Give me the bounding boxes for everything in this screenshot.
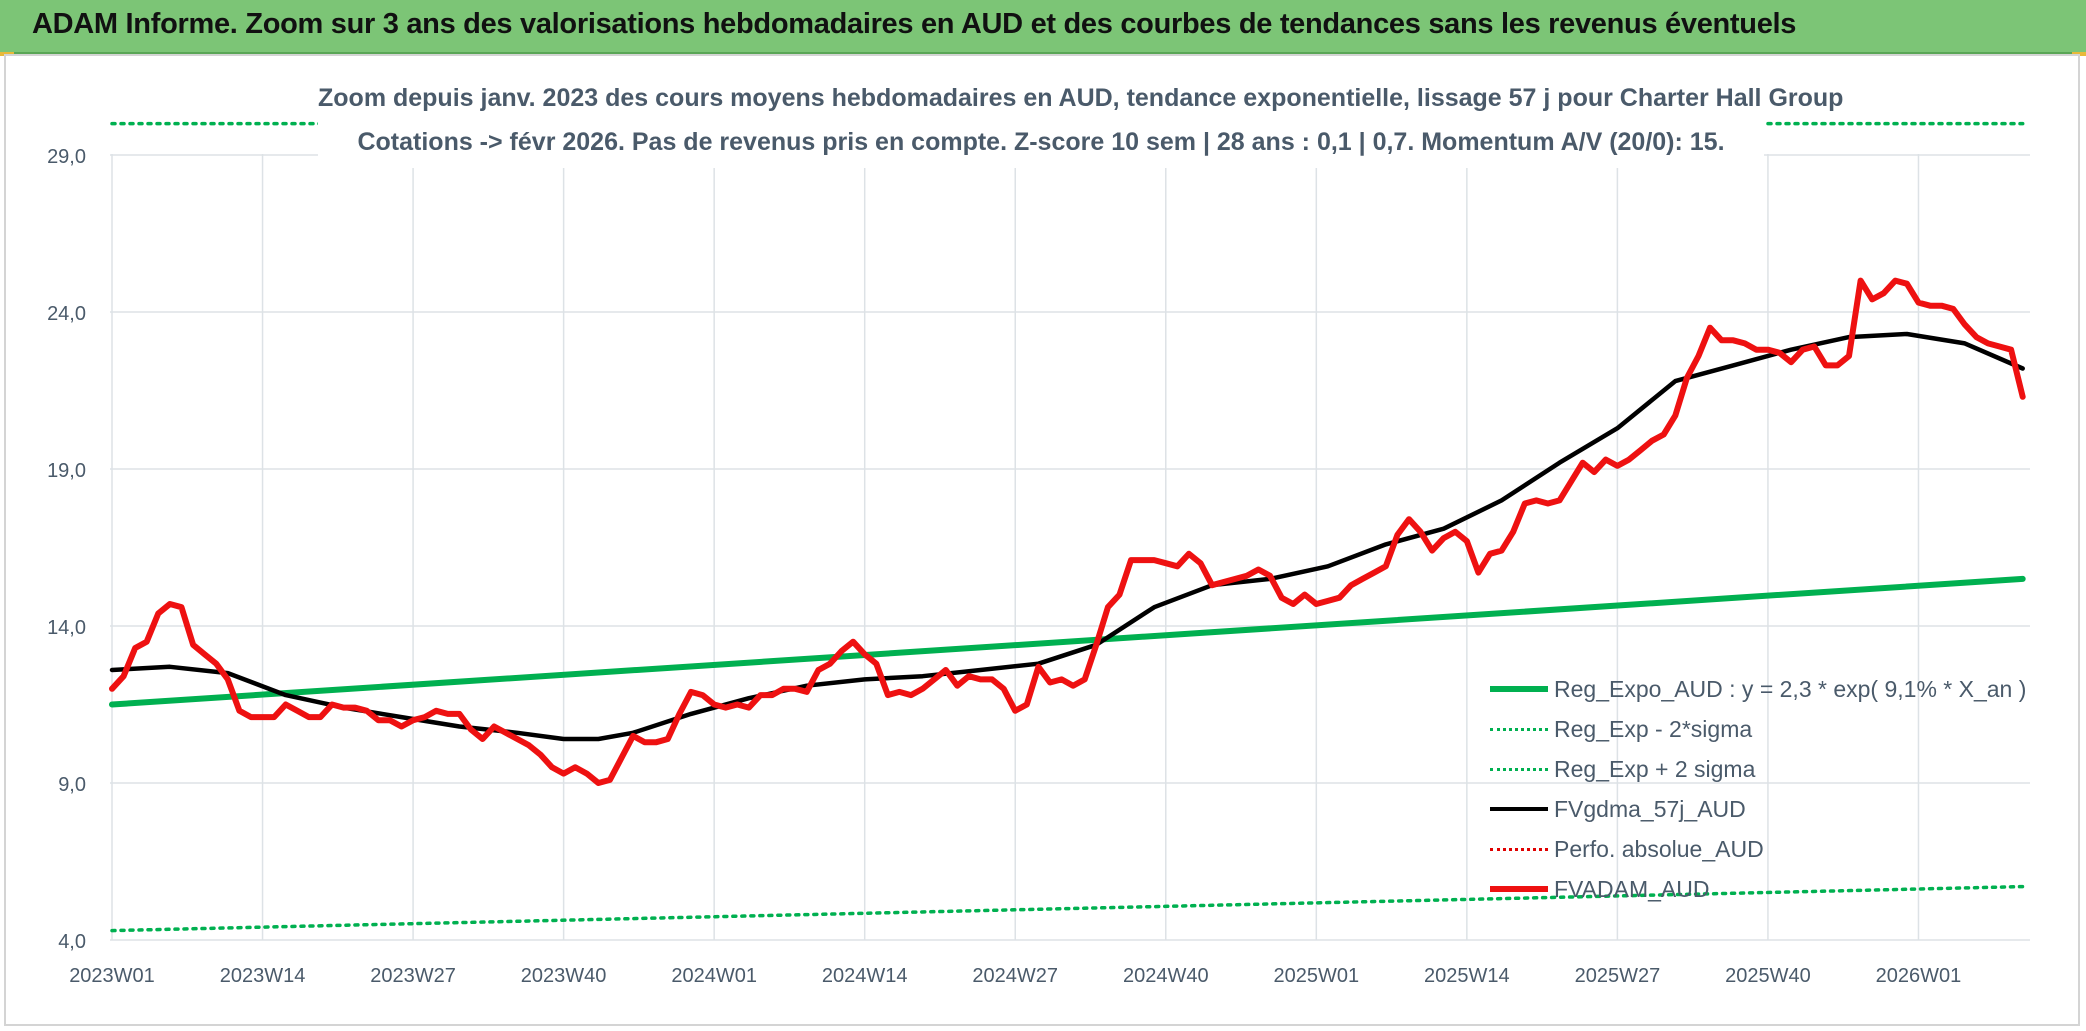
legend-item: FVgdma_57j_AUD [1488, 796, 2048, 826]
legend-label: Reg_Exp - 2*sigma [1554, 716, 1753, 742]
series-line-fvgdma_57j_aud [109, 331, 2025, 742]
chart-title-line-1: Zoom depuis janv. 2023 des cours moyens … [318, 84, 1844, 112]
legend-swatch [1490, 768, 1548, 771]
x-tick-label: 2025W40 [1725, 965, 1811, 987]
legend-label: Perfo. absolue_AUD [1554, 836, 1764, 862]
legend-label: FVADAM_AUD [1554, 876, 1710, 902]
x-tick-label: 2026W01 [1876, 965, 1962, 987]
legend-item: Reg_Expo_AUD : y = 2,3 * exp( 9,1% * X_a… [1488, 676, 2048, 706]
legend-item: Reg_Exp + 2 sigma [1488, 756, 2048, 786]
legend-swatch [1490, 848, 1548, 851]
legend-label: FVgdma_57j_AUD [1554, 796, 1746, 822]
x-tick-label: 2023W40 [521, 965, 607, 987]
legend-swatch [1490, 686, 1548, 692]
x-tick-label: 2025W01 [1274, 965, 1360, 987]
y-tick-label: 29,0 [47, 146, 86, 168]
y-tick-label: 9,0 [58, 774, 86, 796]
legend-label: Reg_Expo_AUD : y = 2,3 * exp( 9,1% * X_a… [1554, 676, 2027, 702]
x-tick-label: 2024W14 [822, 965, 908, 987]
legend-swatch [1490, 886, 1548, 892]
y-tick-label: 19,0 [47, 460, 86, 482]
chart-frame [4, 54, 2080, 1026]
series-line-reg_exp [110, 884, 2025, 933]
x-tick-label: 2024W27 [972, 965, 1058, 987]
series-line-fvadam_aud [109, 277, 2026, 786]
legend-item: FVADAM_AUD [1488, 876, 2048, 906]
y-tick-label: 24,0 [47, 303, 86, 325]
x-tick-label: 2023W01 [69, 965, 155, 987]
chart-title-box: Zoom depuis janv. 2023 des cours moyens … [318, 78, 1844, 168]
series-line-reg_expo_aud [109, 575, 2026, 708]
x-tick-label: 2025W14 [1424, 965, 1510, 987]
x-tick-label: 2025W27 [1575, 965, 1661, 987]
report-title: ADAM Informe. Zoom sur 3 ans des valoris… [32, 8, 1797, 40]
legend-item: Perfo. absolue_AUD [1488, 836, 2048, 866]
legend-swatch [1490, 806, 1548, 811]
chart-legend: Reg_Expo_AUD : y = 2,3 * exp( 9,1% * X_a… [1488, 676, 2048, 916]
legend-swatch [1490, 728, 1548, 731]
axis-layer: 4,0 9,0 14,0 19,0 24,0 29,0 2023W01 2023W14 2023… [47, 146, 1961, 987]
chart-title-line-2: Cotations -> févr 2026. Pas de revenus p… [357, 128, 1725, 156]
x-tick-label: 2024W40 [1123, 965, 1209, 987]
x-tick-label: 2023W27 [370, 965, 456, 987]
report-banner: ADAM Informe. Zoom sur 3 ans des valoris… [0, 0, 2086, 54]
x-tick-label: 2023W14 [220, 965, 306, 987]
legend-label: Reg_Exp + 2 sigma [1554, 756, 1756, 782]
legend-item: Reg_Exp - 2*sigma [1488, 716, 2048, 746]
y-tick-label: 4,0 [58, 931, 86, 953]
y-tick-label: 14,0 [47, 617, 86, 639]
x-tick-label: 2024W01 [671, 965, 757, 987]
